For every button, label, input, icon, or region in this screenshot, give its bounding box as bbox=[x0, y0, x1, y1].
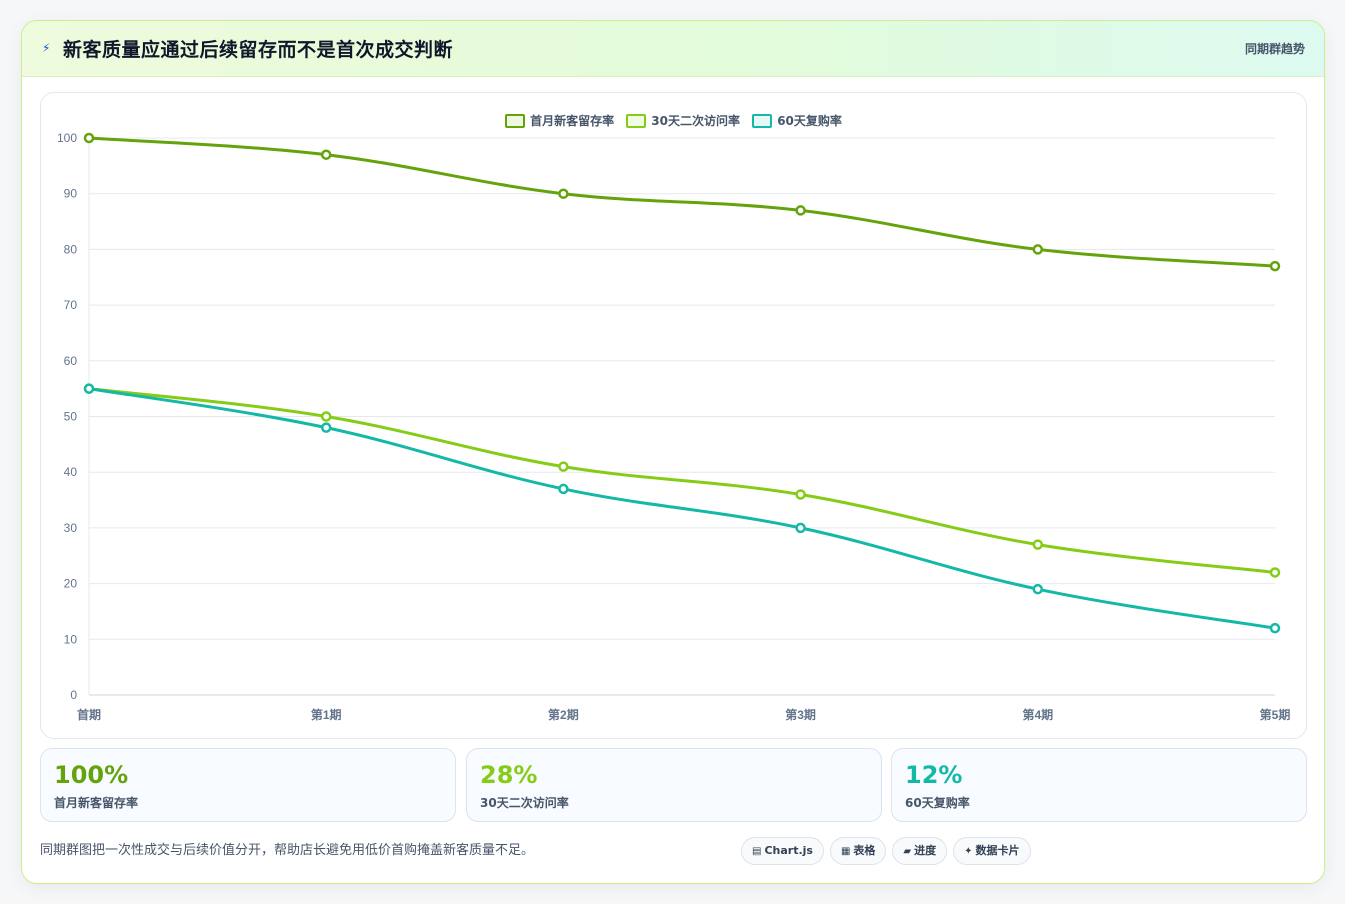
chip-table[interactable]: ▦ 表格 bbox=[829, 837, 887, 865]
stat-card-revisit: 28% 30天二次访问率 bbox=[466, 748, 882, 822]
chart-legend: 首月新客留存率 30天二次访问率 60天复购率 bbox=[41, 112, 1306, 128]
x-tick-label: 第2期 bbox=[548, 707, 579, 722]
y-tick-label: 100 bbox=[57, 131, 77, 145]
chart-panel: 首月新客留存率 30天二次访问率 60天复购率 0 10 20 30 40 50 60 70 8… bbox=[40, 92, 1307, 739]
data-point bbox=[558, 483, 569, 495]
y-tick-label: 50 bbox=[64, 410, 78, 424]
y-tick-label: 20 bbox=[64, 577, 78, 591]
chip-row: ▤ Chart.js ▦ 表格 ▰ 进度 ✦ 数据卡片 bbox=[741, 837, 1037, 865]
dashboard-card: ⚡ 新客质量应通过后续留存而不是首次成交判断 同期群趋势 首月新客留存率 30天… bbox=[21, 20, 1325, 884]
y-tick-label: 30 bbox=[64, 521, 78, 535]
data-point bbox=[320, 149, 332, 160]
x-tick-label: 第3期 bbox=[785, 707, 816, 722]
y-tick-label: 40 bbox=[64, 465, 78, 479]
series-line-2 bbox=[87, 387, 1277, 630]
data-point bbox=[320, 411, 332, 422]
chart-icon: ▤ bbox=[752, 846, 762, 857]
stat-value: 100% bbox=[54, 761, 129, 789]
y-tick-label: 10 bbox=[64, 632, 78, 646]
stat-value: 28% bbox=[480, 761, 538, 789]
data-point bbox=[1032, 244, 1044, 255]
chart-type-tag: 同期群趋势 bbox=[1244, 42, 1305, 56]
chip-label: 进度 bbox=[914, 844, 937, 857]
card-header: ⚡ 新客质量应通过后续留存而不是首次成交判断 同期群趋势 bbox=[22, 21, 1324, 77]
y-tick-label: 70 bbox=[64, 298, 78, 312]
chip-label: 表格 bbox=[853, 844, 876, 857]
series-line-1 bbox=[87, 387, 1277, 574]
data-point bbox=[1032, 539, 1044, 550]
data-point bbox=[1269, 260, 1281, 272]
stat-label: 首月新客留存率 bbox=[54, 796, 139, 810]
progress-icon: ▰ bbox=[903, 846, 912, 857]
data-point bbox=[558, 188, 569, 199]
legend-swatch bbox=[505, 113, 526, 128]
data-point bbox=[558, 461, 569, 472]
data-point bbox=[795, 489, 806, 500]
x-tick-label: 首期 bbox=[77, 707, 101, 722]
lightning-icon: ⚡ bbox=[42, 41, 51, 55]
y-tick-label: 80 bbox=[64, 242, 78, 256]
chip-label: 数据卡片 bbox=[975, 844, 1020, 857]
chip-data-card[interactable]: ✦ 数据卡片 bbox=[953, 837, 1031, 865]
x-tick-label: 第1期 bbox=[311, 707, 342, 722]
legend-label: 60天复购率 bbox=[777, 114, 842, 128]
x-tick-label: 第4期 bbox=[1022, 707, 1053, 722]
data-point bbox=[795, 522, 806, 534]
chip-label: Chart.js bbox=[764, 844, 813, 857]
chip-chartjs[interactable]: ▤ Chart.js bbox=[741, 837, 824, 865]
legend-swatch bbox=[626, 113, 647, 128]
data-point bbox=[320, 422, 332, 433]
y-tick-label: 90 bbox=[64, 187, 78, 201]
legend-label: 30天二次访问率 bbox=[651, 114, 740, 128]
stat-card-retention: 100% 首月新客留存率 bbox=[40, 748, 456, 822]
card-title: 新客质量应通过后续留存而不是首次成交判断 bbox=[63, 39, 454, 61]
chip-progress[interactable]: ▰ 进度 bbox=[892, 837, 948, 865]
data-point bbox=[83, 132, 95, 144]
data-point bbox=[83, 383, 95, 394]
legend-item-revisit[interactable]: 30天二次访问率 bbox=[626, 112, 740, 129]
stat-value: 12% bbox=[905, 761, 963, 789]
data-point bbox=[1269, 622, 1281, 634]
footer-description: 同期群图把一次性成交与后续价值分开，帮助店长避免用低价首购掩盖新客质量不足。 bbox=[40, 843, 535, 858]
legend-item-repurchase[interactable]: 60天复购率 bbox=[752, 112, 842, 129]
sparkle-icon: ✦ bbox=[964, 846, 973, 857]
series-line-0 bbox=[87, 136, 1277, 268]
stat-label: 60天复购率 bbox=[905, 796, 970, 810]
legend-swatch bbox=[752, 113, 773, 128]
table-icon: ▦ bbox=[840, 846, 851, 857]
data-point bbox=[1269, 567, 1281, 578]
y-tick-label: 60 bbox=[64, 354, 78, 368]
data-point bbox=[1032, 583, 1044, 595]
stat-label: 30天二次访问率 bbox=[480, 796, 569, 810]
legend-label: 首月新客留存率 bbox=[530, 114, 615, 128]
stat-card-repurchase: 12% 60天复购率 bbox=[891, 748, 1307, 822]
x-tick-label: 第5期 bbox=[1260, 707, 1291, 722]
legend-item-retention[interactable]: 首月新客留存率 bbox=[505, 112, 614, 129]
y-tick-label: 0 bbox=[70, 688, 77, 702]
line-chart: 0 10 20 30 40 50 60 70 80 90 100 首期 第1期 第2期 第3期 第4期 第5期 bbox=[57, 131, 1291, 722]
data-point bbox=[795, 205, 806, 216]
